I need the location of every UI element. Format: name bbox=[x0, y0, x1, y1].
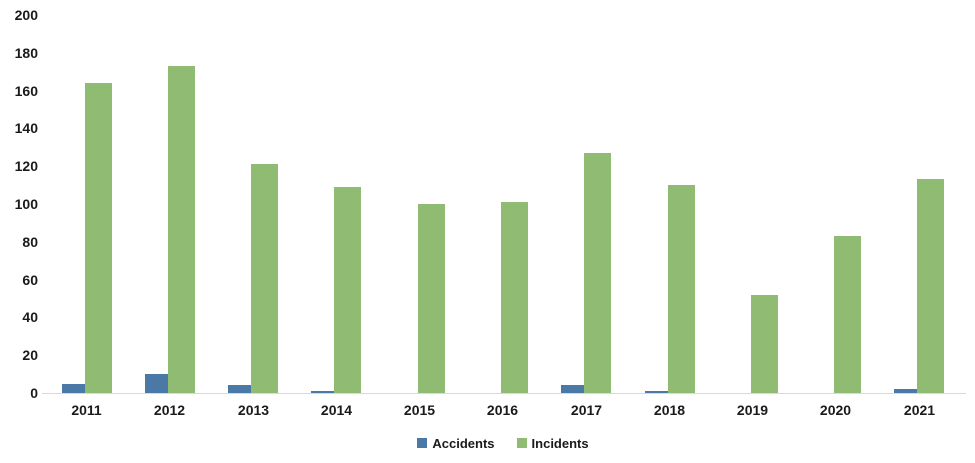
y-tick-label: 200 bbox=[14, 7, 38, 23]
bar-accidents-2017 bbox=[561, 385, 584, 393]
x-tick-label: 2021 bbox=[903, 402, 936, 418]
legend-item-accidents: Accidents bbox=[417, 435, 495, 451]
x-axis-line bbox=[42, 393, 966, 394]
bar-accidents-2018 bbox=[645, 391, 668, 393]
x-tick-label: 2016 bbox=[486, 402, 519, 418]
accidents-swatch bbox=[417, 438, 428, 448]
bar-incidents-2011 bbox=[85, 83, 112, 393]
legend: Accidents Incidents bbox=[45, 433, 961, 453]
bar-incidents-2020 bbox=[834, 236, 861, 393]
bar-incidents-2013 bbox=[251, 164, 278, 393]
legend-item-incidents: Incidents bbox=[516, 435, 589, 451]
y-tick-label: 100 bbox=[14, 196, 38, 212]
bar-incidents-2017 bbox=[584, 153, 611, 393]
x-tick-label: 2017 bbox=[570, 402, 603, 418]
y-tick-label: 160 bbox=[14, 83, 38, 99]
bar-incidents-2018 bbox=[668, 185, 695, 393]
x-tick-label: 2013 bbox=[237, 402, 270, 418]
bar-incidents-2014 bbox=[334, 187, 361, 393]
legend-label-accidents: Accidents bbox=[432, 435, 495, 451]
x-tick-label: 2020 bbox=[819, 402, 852, 418]
x-tick-label: 2018 bbox=[653, 402, 686, 418]
y-tick-label: 60 bbox=[22, 272, 38, 288]
bar-accidents-2012 bbox=[145, 374, 168, 393]
x-tick-label: 2015 bbox=[403, 402, 436, 418]
bar-accidents-2021 bbox=[894, 389, 917, 393]
bar-incidents-2016 bbox=[501, 202, 528, 393]
y-tick-label: 140 bbox=[14, 120, 38, 136]
y-tick-label: 20 bbox=[22, 347, 38, 363]
bar-incidents-2012 bbox=[168, 66, 195, 393]
bar-accidents-2011 bbox=[62, 384, 85, 393]
x-tick-label: 2019 bbox=[736, 402, 769, 418]
bar-accidents-2014 bbox=[311, 391, 334, 393]
y-tick-label: 0 bbox=[30, 385, 38, 401]
legend-label-incidents: Incidents bbox=[531, 435, 589, 451]
bar-incidents-2015 bbox=[418, 204, 445, 393]
x-tick-label: 2012 bbox=[153, 402, 186, 418]
bar-incidents-2021 bbox=[917, 179, 944, 393]
y-tick-label: 40 bbox=[22, 309, 38, 325]
y-tick-label: 180 bbox=[14, 45, 38, 61]
y-tick-label: 120 bbox=[14, 158, 38, 174]
incidents-swatch bbox=[516, 438, 527, 448]
bar-incidents-2019 bbox=[751, 295, 778, 393]
x-tick-label: 2014 bbox=[320, 402, 353, 418]
bar-accidents-2013 bbox=[228, 385, 251, 393]
y-tick-label: 80 bbox=[22, 234, 38, 250]
x-tick-label: 2011 bbox=[71, 402, 102, 418]
